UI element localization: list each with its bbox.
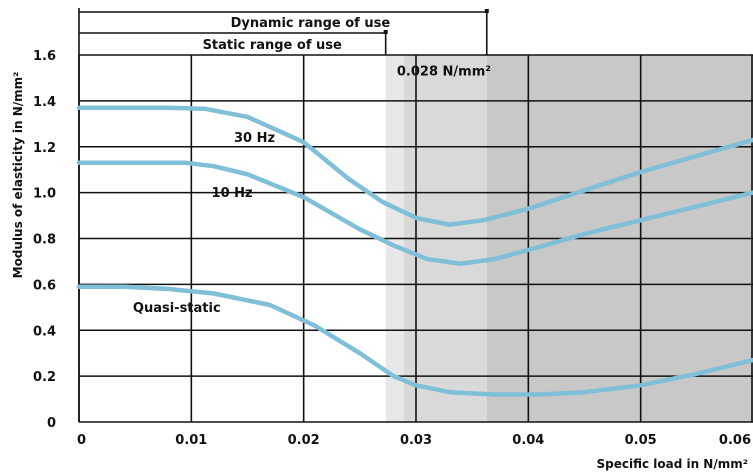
series-lines bbox=[76, 105, 753, 397]
y-axis-label: Modulus of elasticity in N/mm² bbox=[11, 72, 25, 279]
y-tick-label-8: 1.6 bbox=[33, 49, 56, 64]
range-brackets: Dynamic range of use Static range of use bbox=[79, 9, 489, 55]
y-tick-label-1: 0.2 bbox=[33, 370, 56, 385]
grid-lines bbox=[78, 8, 753, 423]
range-bracket-label-0: Dynamic range of use bbox=[231, 16, 391, 31]
series-line-1 bbox=[76, 160, 753, 266]
annotation-2: Quasi-static bbox=[133, 301, 221, 316]
x-axis-label: Specific load in N/mm² bbox=[596, 457, 748, 471]
y-tick-label-3: 0.6 bbox=[33, 278, 56, 293]
x-tick-label-6: 0.06 bbox=[719, 433, 751, 448]
y-tick-label-6: 1.2 bbox=[33, 141, 56, 156]
annotations: 30 Hz 10 Hz Quasi-static 0.028 N/mm² bbox=[133, 65, 491, 316]
annotation-0: 30 Hz bbox=[234, 131, 275, 146]
series-line-2 bbox=[76, 284, 753, 397]
y-tick-label-2: 0.4 bbox=[33, 324, 56, 339]
x-tick-label-5: 0.05 bbox=[625, 433, 657, 448]
y-tick-label-0: 0 bbox=[47, 416, 56, 431]
y-tick-label-5: 1.0 bbox=[33, 187, 56, 202]
x-tick-label-4: 0.04 bbox=[512, 433, 544, 448]
range-bracket-marker-0 bbox=[484, 9, 489, 13]
x-tick-label-0: 0 bbox=[77, 433, 86, 448]
x-tick-label-3: 0.03 bbox=[400, 433, 432, 448]
tick-labels: 0 0.2 0.4 0.6 0.8 1.0 1.2 1.4 1.6 0 0.01 0.02 0.03 0.… bbox=[33, 49, 751, 448]
x-tick-label-1: 0.01 bbox=[175, 433, 207, 448]
annotation-1: 10 Hz bbox=[212, 186, 253, 201]
series-line-0 bbox=[76, 105, 753, 227]
range-bracket-marker-1 bbox=[383, 30, 388, 34]
x-tick-label-2: 0.02 bbox=[288, 433, 320, 448]
y-tick-label-7: 1.4 bbox=[33, 95, 56, 110]
range-bracket-label-1: Static range of use bbox=[203, 38, 342, 53]
annotation-3: 0.028 N/mm² bbox=[397, 65, 491, 80]
y-tick-label-4: 0.8 bbox=[33, 233, 56, 248]
